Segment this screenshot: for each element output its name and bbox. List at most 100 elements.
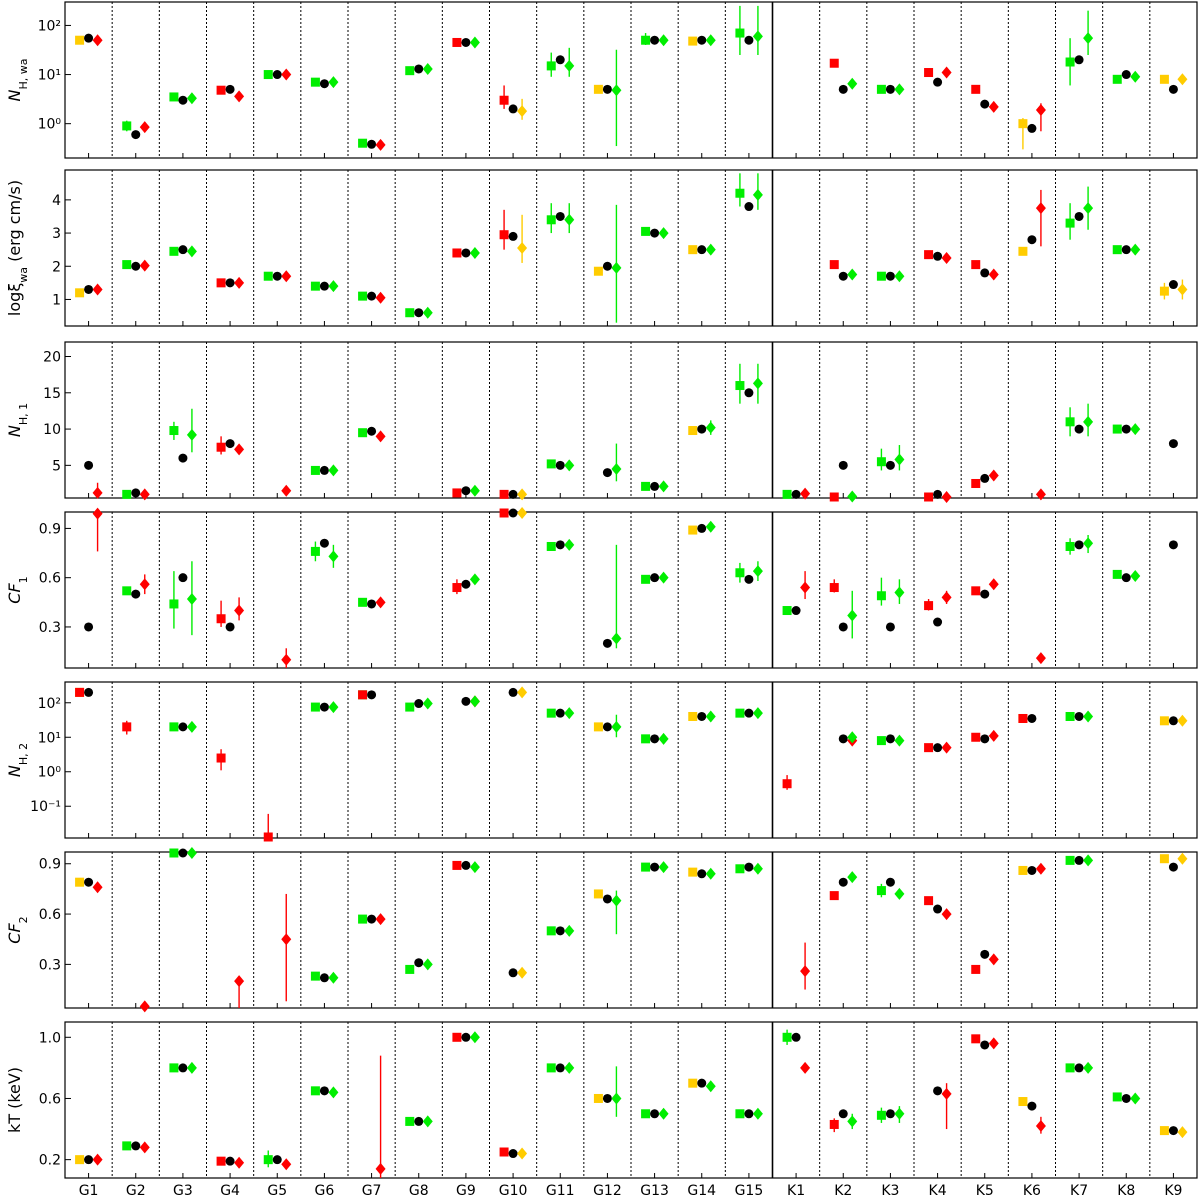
marker-square [169,426,179,436]
marker-diamond [469,246,480,259]
marker-square [688,867,698,877]
marker-square [75,35,85,45]
marker-circle [885,84,895,94]
marker-diamond [611,894,622,907]
marker-diamond [92,1153,103,1166]
marker-square [876,1110,886,1120]
marker-square [971,586,981,596]
y-tick-label: 0.6 [39,907,61,923]
marker-square [122,586,132,596]
marker-diamond [941,66,952,79]
marker-diamond [941,1087,952,1100]
x-label-g4: G4 [220,1183,240,1199]
marker-circle [933,743,943,753]
marker-square [829,583,839,593]
marker-diamond [941,251,952,264]
marker-diamond [281,270,292,283]
marker-circle [1074,711,1084,721]
marker-square [499,1147,509,1157]
x-label-g13: G13 [640,1183,669,1199]
marker-square [641,1109,651,1119]
marker-diamond [1035,652,1046,665]
marker-circle [272,271,282,281]
marker-diamond [705,520,716,533]
marker-diamond [611,261,622,274]
marker-square [169,722,179,732]
marker-circle [225,1156,235,1166]
marker-circle [1074,1063,1084,1073]
marker-square [1018,713,1028,723]
marker-square [641,226,651,236]
marker-circle [885,622,895,632]
marker-diamond [941,591,952,604]
marker-diamond [328,280,339,293]
marker-diamond [1177,852,1188,865]
marker-circle [838,734,848,744]
marker-diamond [517,507,528,519]
marker-circle [84,877,94,887]
marker-diamond [517,242,528,254]
marker-square [169,599,179,609]
marker-circle [319,702,329,712]
y-tick-label: 1 [52,292,61,308]
marker-diamond [375,430,386,443]
marker-circle [508,508,518,518]
marker-diamond [988,953,999,966]
marker-circle [131,130,141,140]
marker-square [358,914,368,924]
marker-diamond [988,1037,999,1050]
marker-diamond [705,867,716,880]
marker-diamond [1035,488,1046,501]
marker-diamond [564,1061,575,1074]
marker-circle [1121,1093,1131,1103]
marker-circle [1121,70,1131,80]
marker-square [452,860,462,870]
marker-circle [178,573,188,583]
marker-square [924,68,934,78]
marker-diamond [234,975,245,988]
marker-diamond [847,268,858,281]
marker-circle [1168,280,1178,290]
marker-diamond [186,847,197,859]
marker-circle [1168,862,1178,872]
marker-diamond [1083,1061,1094,1074]
y-axis-label: NH, 1 [5,403,30,437]
x-label-k9: K9 [1164,1183,1182,1199]
x-label-g10: G10 [499,1183,528,1199]
marker-diamond [847,609,858,622]
marker-circle [744,574,754,584]
marker-diamond [139,259,150,272]
marker-diamond [658,227,669,240]
marker-square [971,260,981,270]
panel-3: 5 10 15 20 NH, 1 [5,341,1198,503]
y-axis-label: kT (keV) [5,1067,24,1133]
marker-square [1065,541,1075,551]
marker-square [688,711,698,721]
marker-circle [697,35,707,45]
marker-square [546,459,556,469]
marker-circle [367,599,377,609]
marker-diamond [1177,73,1188,86]
marker-circle [131,488,141,498]
marker-diamond [92,881,103,894]
marker-diamond [894,586,905,599]
marker-diamond [894,453,905,466]
marker-circle [697,1078,707,1088]
marker-circle [650,228,660,238]
y-tick-label: 0.9 [39,857,61,873]
marker-circle [1027,1101,1037,1111]
marker-circle [1121,245,1131,255]
marker-diamond [1035,103,1046,116]
marker-square [641,574,651,584]
marker-circle [838,271,848,281]
marker-diamond [234,604,245,617]
marker-square [216,1156,226,1166]
y-axis-label: NH, 2 [5,743,30,777]
marker-diamond [847,77,858,90]
marker-square [735,864,745,874]
marker-square [169,848,179,858]
y-tick-label: 0.2 [39,1153,61,1169]
marker-circle [650,862,660,872]
marker-circle [1168,1126,1178,1136]
marker-circle [367,426,377,436]
